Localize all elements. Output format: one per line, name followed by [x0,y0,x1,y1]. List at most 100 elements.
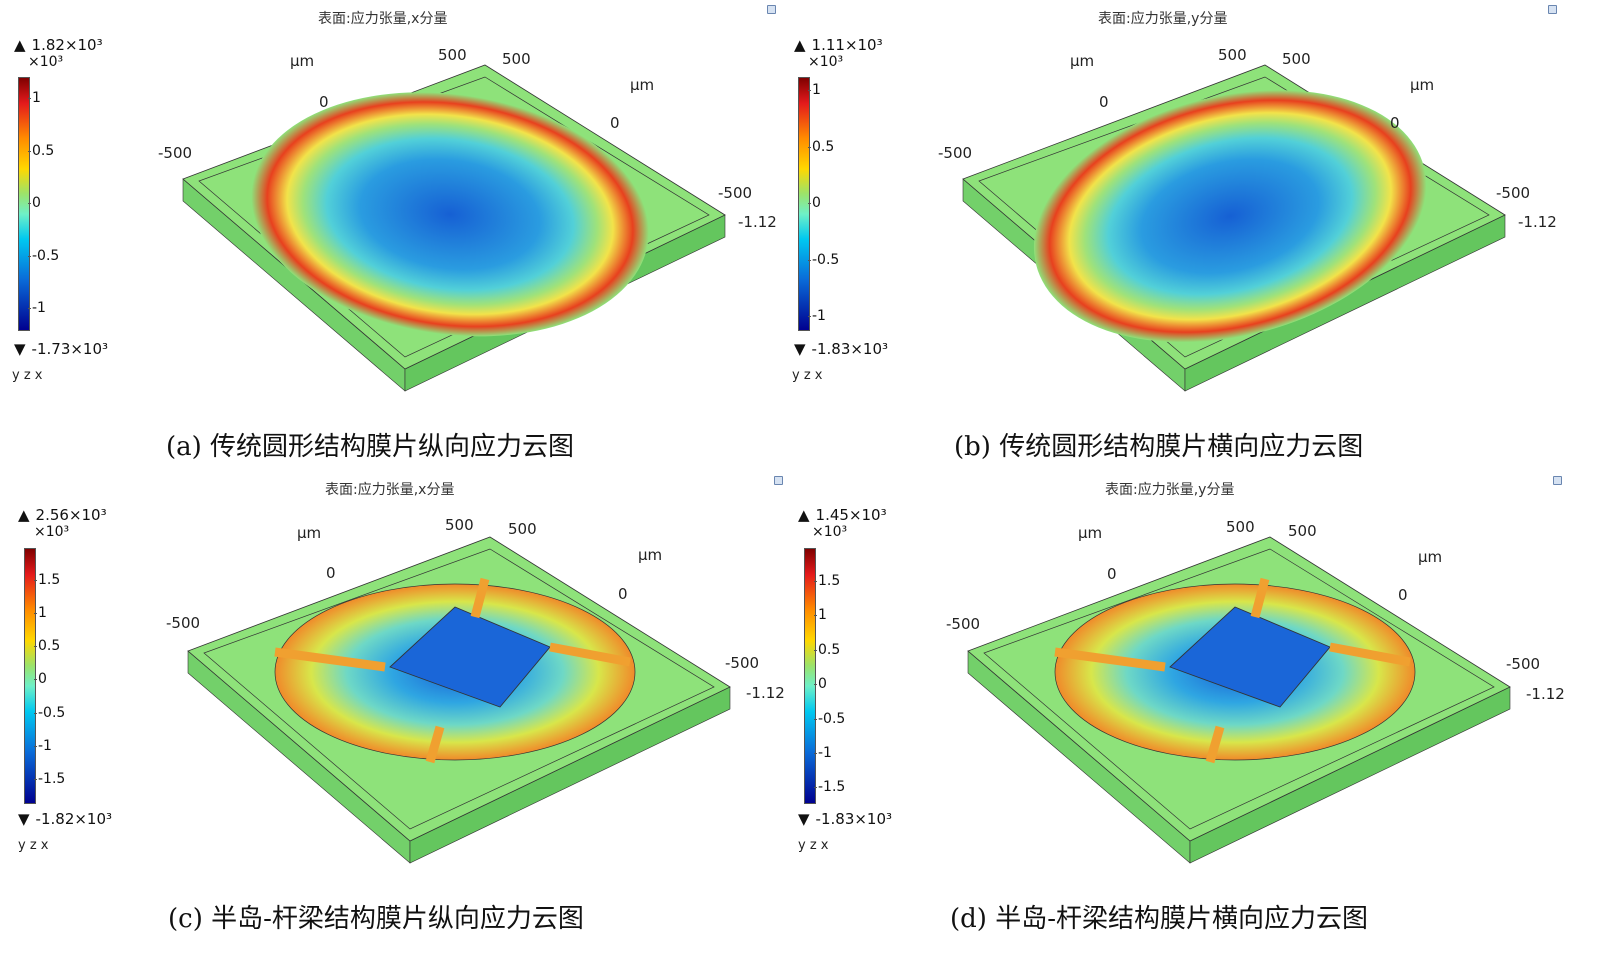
axis-label: -500 [725,654,759,672]
panel-d: 表面:应力张量,y分量 ▲ 1.45×10³ ×10³ 1.5 1 0.5 0 -… [780,472,1579,951]
colorbar-tick: -1.5 [813,779,846,795]
colorbar-max: ▲ 1.45×10³ [798,506,887,524]
stress-plot: μm μm 500 500 0 0 -500 -500 -1.12 [166,516,785,864]
max-triangle-icon: ▲ [14,36,26,54]
axis-label: -1.12 [1518,213,1557,231]
axis-label: -500 [946,615,980,633]
colorbar-tick: -0.5 [807,252,840,268]
colorbar-unit: ×10³ [34,524,70,540]
colorbar [804,548,816,804]
axis-label: -500 [718,184,752,202]
axis-label: 0 [326,564,336,582]
axis-triad-icon: y z x [798,838,829,853]
stress-field [251,92,649,337]
axis-label: -500 [158,144,192,162]
beam [1250,577,1270,619]
axis-label: μm [630,76,654,94]
colorbar-tick: -1 [814,745,832,761]
axis-label: -1.12 [1526,685,1565,703]
colorbar-tick: 0.5 [813,642,841,658]
axis-label: μm [1410,76,1434,94]
colorbar-min: ▼ -1.82×10³ [18,810,113,828]
axis-label: 500 [508,520,537,538]
colorbar-unit: ×10³ [28,54,64,70]
panel-title: 表面:应力张量,x分量 [318,11,448,27]
colorbar-max: ▲ 2.56×10³ [18,506,107,524]
max-triangle-icon: ▲ [798,506,810,524]
min-triangle-icon: ▼ [18,810,30,828]
axis-label: μm [297,524,321,542]
beam [1329,642,1411,667]
axis-label: -500 [166,614,200,632]
colorbar [798,77,810,331]
colorbar-tick: 1.5 [813,573,841,589]
colorbar-tick: 0.5 [807,139,835,155]
panel-title: 表面:应力张量,y分量 [1098,11,1228,27]
caption: (b) 传统圆形结构膜片横向应力云图 [954,432,1364,462]
axis-label: 0 [618,585,628,603]
pin-icon[interactable] [1553,476,1562,485]
colorbar-tick: -1.5 [33,771,66,787]
panel-title: 表面:应力张量,y分量 [1105,482,1235,498]
axis-label: μm [1070,52,1094,70]
colorbar-tick: 1 [814,607,827,623]
axis-label: 500 [1282,50,1311,68]
axis-label: -500 [1496,184,1530,202]
colorbar-tick: 0 [808,195,821,211]
min-triangle-icon: ▼ [794,340,806,358]
colorbar [24,548,36,804]
pin-icon[interactable] [774,476,783,485]
pin-icon[interactable] [767,5,776,14]
axis-label: 500 [1218,46,1247,64]
colorbar-min: ▼ -1.83×10³ [794,340,889,358]
max-triangle-icon: ▲ [794,36,806,54]
axis-label: μm [1078,524,1102,542]
panel-a: 表面:应力张量,x分量 ▲ 1.82×10³ ×10³ 1 0.5 0 -0.5 … [0,0,799,479]
colorbar-tick: 1 [28,90,41,106]
beam [425,725,445,764]
colorbar-tick: 0 [34,671,47,687]
beam [549,642,631,667]
stress-plot: μm μm 500 500 0 0 -500 -500 -1.12 [158,46,777,392]
axis-label: -500 [938,144,972,162]
axis-label: 500 [1288,522,1317,540]
beam [470,577,490,619]
colorbar-unit: ×10³ [812,524,848,540]
colorbar [18,77,30,331]
axis-label: 0 [610,114,620,132]
axis-label: 0 [1099,93,1109,111]
colorbar-tick: 0 [814,676,827,692]
axis-label: 500 [445,516,474,534]
axis-label: μm [1418,548,1442,566]
panel-title: 表面:应力张量,x分量 [325,482,455,498]
caption: (c) 半岛-杆梁结构膜片纵向应力云图 [168,904,584,934]
caption: (a) 传统圆形结构膜片纵向应力云图 [166,432,575,462]
panel-b: 表面:应力张量,y分量 ▲ 1.11×10³ ×10³ 1 0.5 0 -0.5 … [780,0,1579,479]
axis-label: 0 [1390,114,1400,132]
colorbar-tick: -0.5 [33,705,66,721]
colorbar-tick: -0.5 [813,711,846,727]
max-triangle-icon: ▲ [18,506,30,524]
colorbar-tick: 0 [28,195,41,211]
stress-plot: μm μm 500 500 0 0 -500 -500 -1.12 [946,518,1565,864]
colorbar-min: ▼ -1.73×10³ [14,340,109,358]
pin-icon[interactable] [1548,5,1557,14]
colorbar-tick: -1 [34,738,52,754]
axis-label: -1.12 [746,684,785,702]
beam [1054,647,1166,672]
axis-label: -500 [1506,655,1540,673]
axis-label: μm [290,52,314,70]
min-triangle-icon: ▼ [14,340,26,358]
axis-label: 0 [1398,586,1408,604]
axis-triad-icon: y z x [18,838,49,853]
colorbar-tick: -0.5 [27,248,60,264]
colorbar-tick: 1 [808,82,821,98]
min-triangle-icon: ▼ [798,810,810,828]
axis-label: 0 [1107,565,1117,583]
axis-label: μm [638,546,662,564]
center-island [1169,606,1331,708]
axis-label: 500 [502,50,531,68]
panel-c: 表面:应力张量,x分量 ▲ 2.56×10³ ×10³ 1.5 1 0.5 0 -… [0,472,799,951]
colorbar-max: ▲ 1.82×10³ [14,36,103,54]
colorbar-tick: 0.5 [27,143,55,159]
